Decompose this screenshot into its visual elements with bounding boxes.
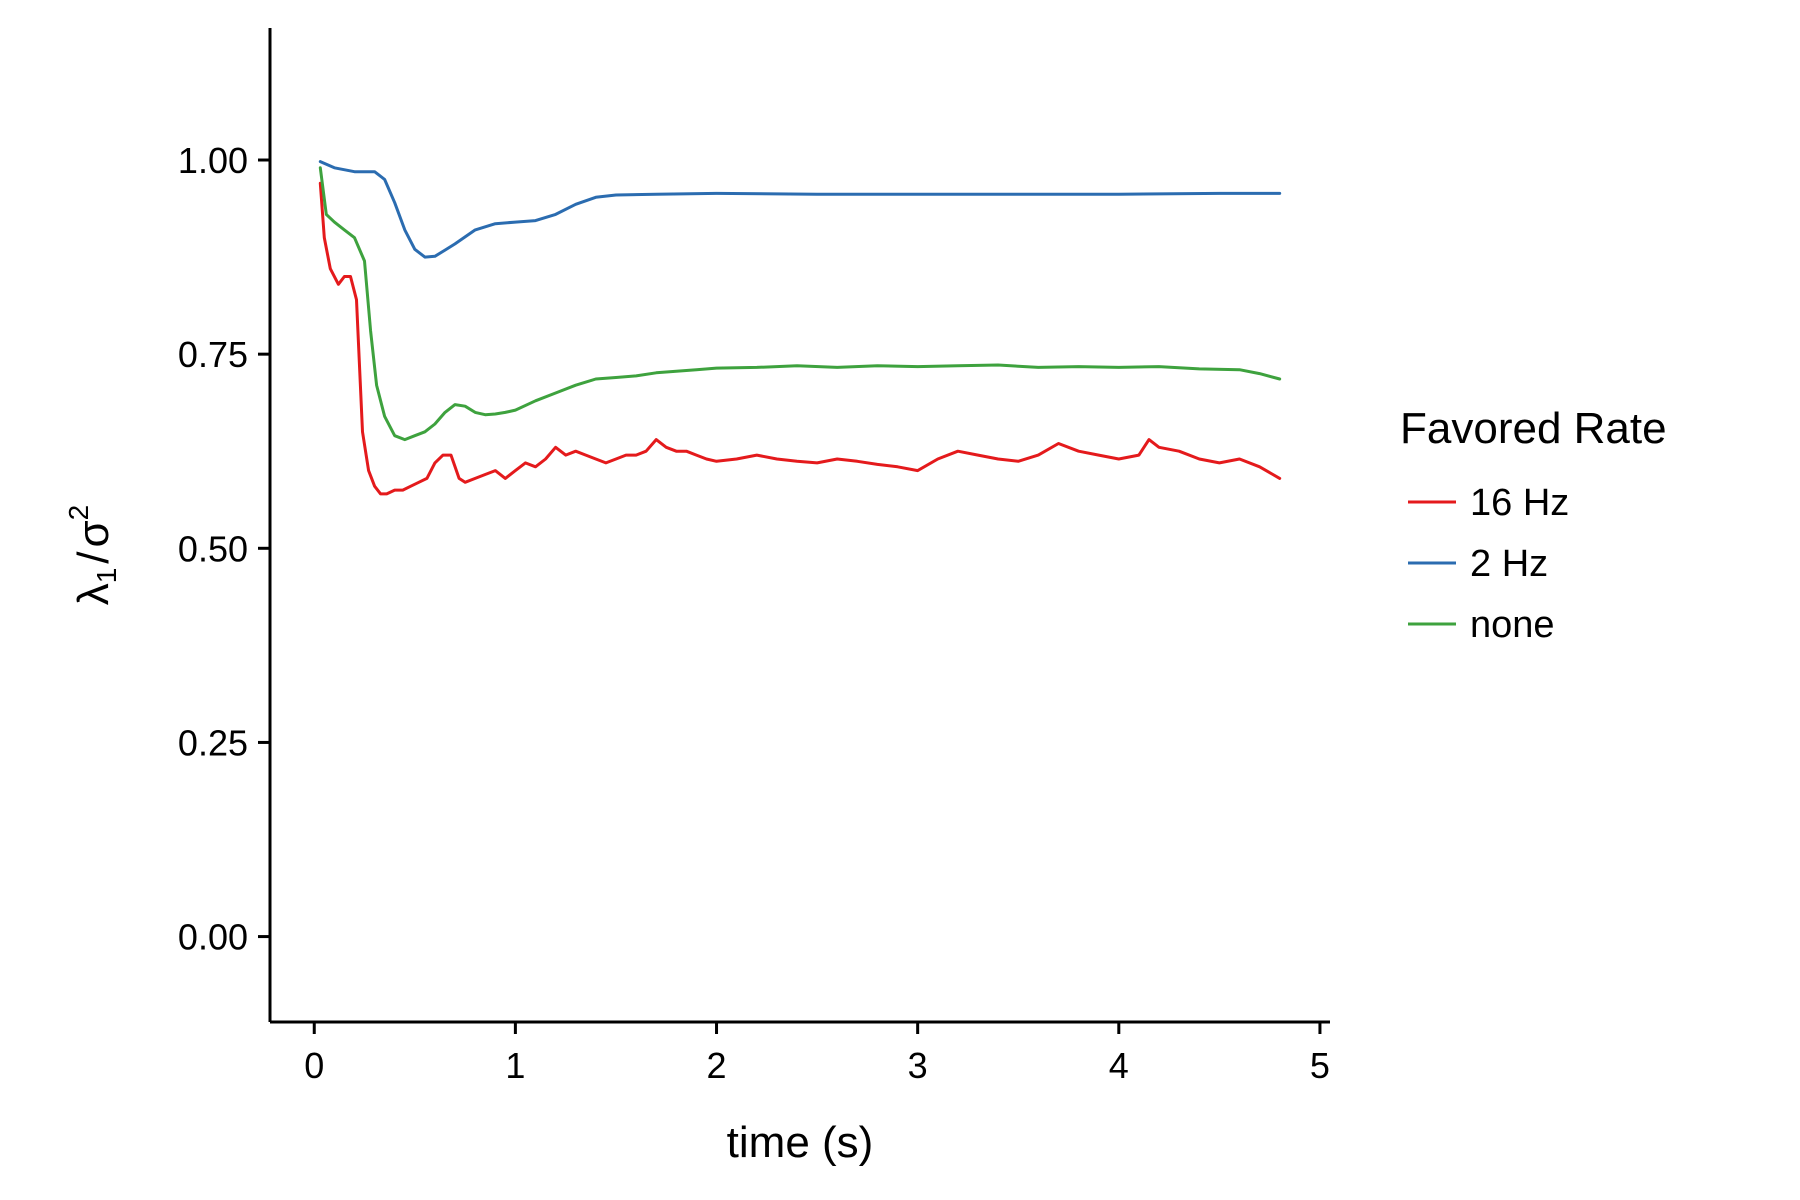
legend-item-2-hz: 2 Hz	[1408, 543, 1548, 585]
y-tick-label: 0.25	[178, 722, 248, 763]
x-tick-label: 1	[505, 1045, 525, 1086]
y-tick-label: 0.75	[178, 334, 248, 375]
x-tick-label: 0	[304, 1045, 324, 1086]
x-tick-label: 5	[1310, 1045, 1330, 1086]
series-lines	[318, 160, 1282, 496]
y-axis-title-superscript: 2	[63, 505, 94, 521]
y-tick-label: 0.50	[178, 528, 248, 569]
x-tick-label: 2	[707, 1045, 727, 1086]
y-tick-label: 0.00	[178, 917, 248, 958]
y-axis-title-lambda: λ	[69, 583, 118, 605]
legend-item-none: none	[1408, 604, 1555, 646]
series-line-16-hz	[318, 181, 1282, 496]
y-tick-label: 1.00	[178, 140, 248, 181]
legend-title: Favored Rate	[1400, 404, 1667, 453]
x-axis-title: time (s)	[727, 1118, 874, 1167]
legend-item-16-hz: 16 Hz	[1408, 482, 1569, 524]
y-axis-title-subscript: 1	[91, 568, 122, 584]
y-axis-title: λ1 / σ2	[63, 505, 122, 606]
legend: Favored Rate 16 Hz 2 Hz none	[1400, 404, 1667, 646]
x-ticks: 0 1 2 3 4 5	[304, 1022, 1330, 1086]
y-axis-title-sigma: σ	[69, 520, 118, 547]
legend-label-2-hz: 2 Hz	[1470, 543, 1548, 585]
y-axis-title-slash: /	[69, 551, 118, 564]
series-line-none	[318, 166, 1282, 442]
legend-items: 16 Hz 2 Hz none	[1408, 482, 1569, 646]
legend-label-16-hz: 16 Hz	[1470, 482, 1569, 524]
x-tick-label: 3	[908, 1045, 928, 1086]
legend-label-none: none	[1470, 604, 1555, 646]
plot-area: 0.00 0.25 0.50 0.75 1.00 0 1 2 3 4 5	[178, 28, 1330, 1086]
series-line-2-hz	[318, 160, 1282, 259]
y-ticks: 0.00 0.25 0.50 0.75 1.00	[178, 140, 270, 958]
x-tick-label: 4	[1109, 1045, 1129, 1086]
svg-text:λ1/σ2: λ1 / σ2	[63, 505, 122, 606]
